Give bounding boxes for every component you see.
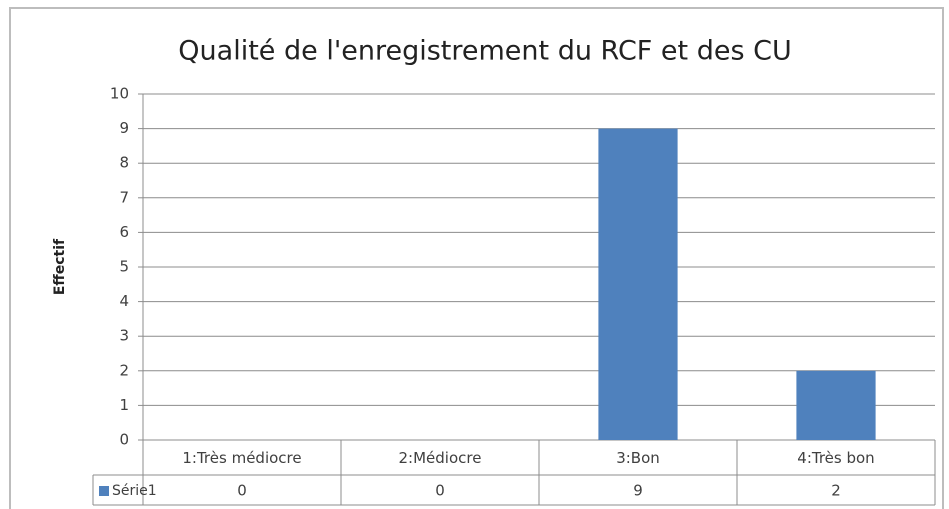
legend-key <box>99 486 109 496</box>
y-tick-label: 5 <box>119 258 129 276</box>
category-label: 1:Très médiocre <box>182 449 301 467</box>
category-label: 2:Médiocre <box>399 449 482 467</box>
y-axis-label: Effectif <box>52 238 68 295</box>
table-value: 9 <box>633 482 643 500</box>
y-tick-label: 0 <box>119 431 129 449</box>
y-tick-label: 4 <box>119 292 129 310</box>
y-tick-label: 10 <box>110 85 129 103</box>
table-value: 0 <box>237 482 247 500</box>
bar <box>598 128 678 440</box>
category-label: 4:Très bon <box>797 449 874 467</box>
y-tick-label: 7 <box>119 188 129 206</box>
y-tick-label: 9 <box>119 119 129 137</box>
bar <box>796 370 876 440</box>
y-tick-label: 2 <box>119 361 129 379</box>
legend-label: Série1 <box>112 483 157 499</box>
chart-title: Qualité de l'enregistrement du RCF et de… <box>178 36 791 67</box>
y-tick-label: 6 <box>119 223 129 241</box>
table-value: 2 <box>831 482 841 500</box>
table-value: 0 <box>435 482 445 500</box>
category-label: 3:Bon <box>616 449 660 467</box>
y-tick-label: 1 <box>119 396 129 414</box>
chart-frame <box>9 7 944 509</box>
y-tick-label: 8 <box>119 154 129 172</box>
y-tick-label: 3 <box>119 327 129 345</box>
